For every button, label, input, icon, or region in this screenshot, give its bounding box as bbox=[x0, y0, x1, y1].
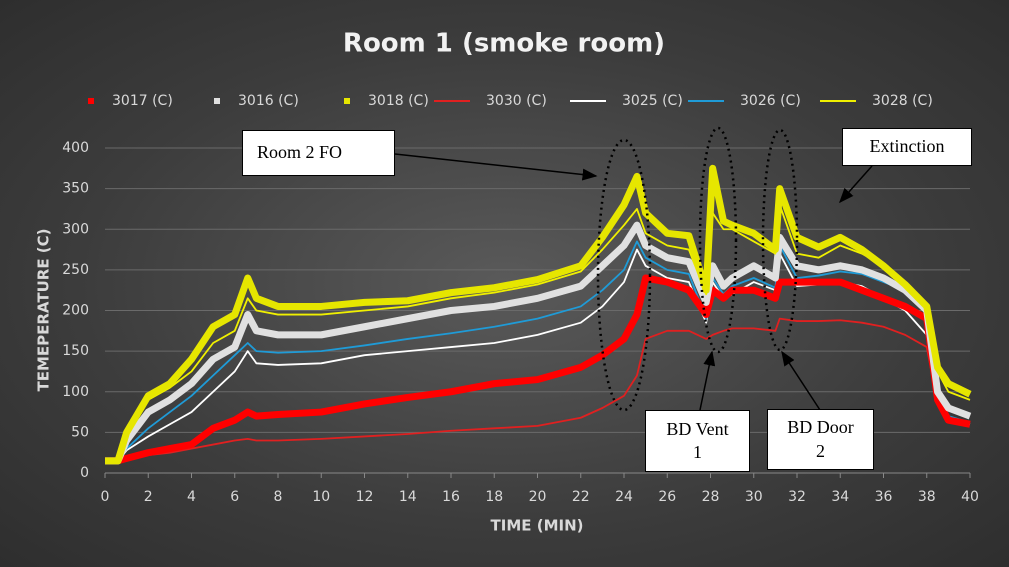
x-tick-label: 32 bbox=[788, 489, 806, 505]
y-tick-label: 250 bbox=[62, 262, 89, 278]
annotation: BD Vent 1 bbox=[645, 410, 750, 472]
y-tick-label: 350 bbox=[62, 181, 89, 197]
x-tick-label: 28 bbox=[702, 489, 720, 505]
arrows bbox=[394, 153, 873, 411]
x-axis-label: TIME (MIN) bbox=[491, 517, 584, 535]
ellipses bbox=[596, 126, 799, 412]
y-tick-label: 400 bbox=[62, 140, 89, 156]
series-line bbox=[105, 240, 971, 462]
legend-label: 3018 (C) bbox=[368, 93, 429, 109]
y-tick-label: 0 bbox=[80, 465, 89, 481]
x-tick-label: 10 bbox=[312, 489, 330, 505]
annotation: Room 2 FO bbox=[242, 130, 395, 176]
legend-label: 3016 (C) bbox=[238, 93, 299, 109]
annotation: Extinction bbox=[842, 128, 972, 166]
x-tick-label: 4 bbox=[187, 489, 196, 505]
series-line bbox=[105, 203, 971, 462]
legend-marker bbox=[344, 98, 350, 104]
legend-label: 3025 (C) bbox=[622, 93, 683, 109]
x-tick-label: 30 bbox=[745, 489, 763, 505]
legend-marker bbox=[88, 98, 94, 104]
chart-title: Room 1 (smoke room) bbox=[343, 29, 665, 59]
x-tick-label: 34 bbox=[831, 489, 849, 505]
legend-label: 3028 (C) bbox=[872, 93, 933, 109]
y-tick-label: 150 bbox=[62, 343, 89, 359]
ellipse bbox=[596, 138, 652, 412]
arrow bbox=[394, 153, 598, 181]
y-tick-label: 50 bbox=[71, 424, 89, 440]
arrow bbox=[781, 350, 821, 411]
x-tick-label: 2 bbox=[144, 489, 153, 505]
x-tick-label: 40 bbox=[961, 489, 979, 505]
x-tick-label: 18 bbox=[485, 489, 503, 505]
y-tick-label: 100 bbox=[62, 384, 89, 400]
legend-label: 3017 (C) bbox=[112, 93, 173, 109]
x-tick-label: 24 bbox=[615, 489, 633, 505]
annotation: BD Door 2 bbox=[767, 409, 874, 470]
arrow bbox=[839, 165, 873, 204]
x-tick-label: 0 bbox=[101, 489, 110, 505]
ellipse bbox=[698, 126, 738, 354]
y-tick-label: 300 bbox=[62, 221, 89, 237]
legend-label: 3030 (C) bbox=[486, 93, 547, 109]
y-axis-label: TEMEPERATURE (C) bbox=[35, 228, 53, 391]
legend-label: 3026 (C) bbox=[740, 93, 801, 109]
x-tick-label: 16 bbox=[442, 489, 460, 505]
y-tick-label: 200 bbox=[62, 303, 89, 319]
x-tick-label: 38 bbox=[918, 489, 936, 505]
arrow bbox=[699, 350, 716, 411]
x-tick-label: 36 bbox=[875, 489, 893, 505]
legend-marker bbox=[214, 98, 220, 104]
x-tick-label: 8 bbox=[274, 489, 283, 505]
x-tick-label: 26 bbox=[658, 489, 676, 505]
x-tick-label: 12 bbox=[356, 489, 374, 505]
series-line bbox=[105, 274, 971, 465]
x-tick-label: 22 bbox=[572, 489, 590, 505]
x-tick-label: 14 bbox=[399, 489, 417, 505]
x-tick-label: 6 bbox=[230, 489, 239, 505]
series-line bbox=[105, 317, 971, 462]
series-line bbox=[105, 164, 972, 465]
series-line bbox=[105, 221, 972, 465]
x-tick-label: 20 bbox=[529, 489, 547, 505]
ellipse bbox=[761, 128, 799, 352]
